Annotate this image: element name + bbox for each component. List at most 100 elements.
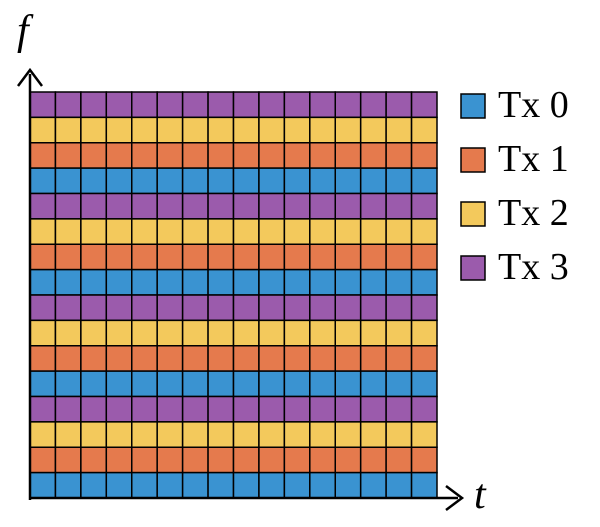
grid-cell bbox=[283, 370, 311, 398]
grid-cell bbox=[385, 167, 413, 195]
grid-cell bbox=[181, 192, 209, 220]
grid-cell bbox=[54, 243, 82, 271]
grid-cell bbox=[29, 91, 57, 119]
grid-cell bbox=[359, 218, 387, 246]
grid-cell bbox=[410, 471, 438, 499]
grid-cell bbox=[131, 142, 158, 169]
grid-cell bbox=[80, 471, 108, 499]
grid-cell bbox=[181, 243, 209, 271]
grid-cell bbox=[334, 91, 362, 119]
grid-cell bbox=[385, 116, 413, 144]
grid-cell bbox=[258, 268, 286, 296]
grid-cell bbox=[359, 446, 387, 474]
grid-cell bbox=[359, 192, 387, 220]
grid-cell bbox=[385, 142, 413, 169]
legend-swatch bbox=[460, 93, 486, 119]
grid-cell bbox=[359, 167, 387, 195]
grid-cell bbox=[181, 345, 209, 372]
grid-cell bbox=[54, 421, 82, 449]
grid-cell bbox=[105, 142, 133, 169]
grid-cell bbox=[232, 268, 260, 296]
grid-cell bbox=[156, 243, 184, 271]
grid-cell bbox=[80, 167, 108, 195]
grid-cell bbox=[283, 91, 311, 119]
grid-cell bbox=[207, 319, 235, 347]
grid-cell bbox=[156, 116, 184, 144]
grid-cell bbox=[258, 116, 286, 144]
grid-cell bbox=[29, 319, 57, 347]
grid-cell bbox=[283, 294, 311, 322]
grid-cell bbox=[29, 294, 57, 322]
grid-cell bbox=[156, 370, 184, 398]
grid-cell bbox=[309, 116, 336, 144]
grid-cell bbox=[309, 421, 336, 449]
grid-cell bbox=[309, 218, 336, 246]
grid-cell bbox=[410, 218, 438, 246]
grid-cell bbox=[410, 294, 438, 322]
grid-cell bbox=[131, 471, 158, 499]
grid-cell bbox=[80, 218, 108, 246]
grid-cell bbox=[181, 319, 209, 347]
grid-cell bbox=[207, 446, 235, 474]
grid-cell bbox=[283, 142, 311, 169]
grid-cell bbox=[156, 268, 184, 296]
grid-cell bbox=[283, 116, 311, 144]
grid-cell bbox=[105, 395, 133, 423]
grid-cell bbox=[232, 370, 260, 398]
grid-cell bbox=[283, 345, 311, 372]
grid-cell bbox=[334, 268, 362, 296]
grid-cell bbox=[181, 91, 209, 119]
grid-cell bbox=[54, 142, 82, 169]
grid-cell bbox=[80, 395, 108, 423]
grid-cell bbox=[232, 243, 260, 271]
grid-cell bbox=[283, 268, 311, 296]
grid-cell bbox=[232, 294, 260, 322]
grid-cell bbox=[29, 142, 57, 169]
grid-cell bbox=[309, 142, 336, 169]
grid-cell bbox=[410, 167, 438, 195]
grid-cell bbox=[54, 91, 82, 119]
grid-cell bbox=[359, 243, 387, 271]
grid-cell bbox=[309, 91, 336, 119]
grid-cell bbox=[334, 192, 362, 220]
grid-cell bbox=[54, 218, 82, 246]
grid-cell bbox=[385, 91, 413, 119]
grid-cell bbox=[232, 142, 260, 169]
grid-cell bbox=[232, 91, 260, 119]
grid-cell bbox=[258, 192, 286, 220]
grid-cell bbox=[156, 446, 184, 474]
grid-cell bbox=[181, 370, 209, 398]
grid-cell bbox=[359, 319, 387, 347]
resource-grid bbox=[29, 91, 438, 499]
grid-cell bbox=[258, 294, 286, 322]
grid-cell bbox=[29, 345, 57, 372]
grid-cell bbox=[54, 345, 82, 372]
grid-cell bbox=[207, 294, 235, 322]
grid-cell bbox=[207, 395, 235, 423]
grid-cell bbox=[80, 243, 108, 271]
grid-cell bbox=[181, 218, 209, 246]
grid-cell bbox=[29, 446, 57, 474]
grid-cell bbox=[105, 319, 133, 347]
grid-cell bbox=[334, 142, 362, 169]
grid-cell bbox=[283, 395, 311, 423]
grid-cell bbox=[156, 167, 184, 195]
grid-cell bbox=[80, 421, 108, 449]
grid-cell bbox=[29, 218, 57, 246]
grid-cell bbox=[410, 395, 438, 423]
grid-cell bbox=[309, 446, 336, 474]
grid-cell bbox=[258, 421, 286, 449]
grid-cell bbox=[410, 243, 438, 271]
grid-cell bbox=[359, 116, 387, 144]
grid-cell bbox=[54, 268, 82, 296]
grid-cell bbox=[105, 268, 133, 296]
grid-cell bbox=[232, 446, 260, 474]
grid-cell bbox=[334, 446, 362, 474]
grid-cell bbox=[29, 268, 57, 296]
grid-cell bbox=[309, 294, 336, 322]
legend-swatch bbox=[460, 255, 486, 281]
grid-cell bbox=[283, 167, 311, 195]
grid-cell bbox=[232, 218, 260, 246]
grid-cell bbox=[105, 218, 133, 246]
